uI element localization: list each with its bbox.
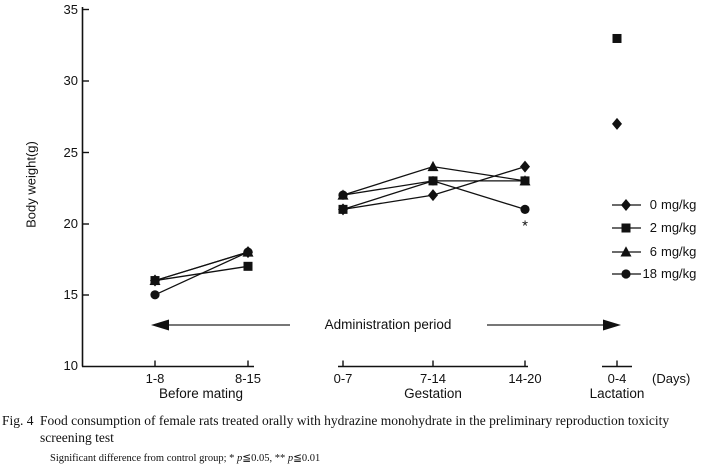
legend-dose-unit: mg/kg	[661, 244, 697, 259]
arrow-left-head-icon	[151, 319, 169, 331]
circle-marker-icon	[520, 204, 530, 214]
legend-dose-value: 18	[642, 266, 657, 281]
x-tick-label: 7-14	[419, 371, 447, 386]
x-axis-ticks	[154, 360, 618, 367]
y-tick-label: 20	[63, 216, 78, 231]
significance-footnote: Significant difference from control grou…	[50, 452, 320, 464]
figure-caption-text: Food consumption of female rats treated …	[40, 413, 670, 445]
significance-asterisk: *	[522, 217, 528, 234]
legend-diamond-icon	[621, 199, 631, 211]
circle-marker-icon	[338, 190, 348, 200]
legend-dose-unit: mg/kg	[661, 266, 697, 281]
circle-marker-icon	[150, 290, 160, 300]
legend-circle-icon	[621, 269, 631, 279]
chart-plot-area: *	[81, 7, 641, 368]
x-tick-label: 1-8	[145, 371, 165, 386]
y-axis-title: Body weight(g)	[23, 141, 39, 228]
circle-marker-icon	[243, 247, 253, 257]
arrow-right-head-icon	[603, 319, 621, 331]
legend-marker-layer	[612, 199, 641, 279]
y-tick-label: 25	[63, 145, 78, 160]
footnote-p-italic: p	[287, 453, 294, 464]
footnote-text: Significant difference from control grou…	[50, 453, 238, 464]
y-tick-label: 35	[63, 2, 78, 17]
legend-item-6mgkg: 6 mg/kg	[641, 243, 697, 261]
footnote-text: ≦0.05, **	[242, 453, 288, 464]
annotation-layer: *	[522, 217, 528, 234]
data-series-layer	[149, 33, 622, 300]
square-marker-icon	[338, 204, 348, 214]
series-line-6-mg-kg	[154, 251, 249, 282]
administration-period-label: Administration period	[324, 317, 452, 332]
phase-label-gestation: Gestation	[404, 386, 462, 401]
legend-item-2mgkg: 2 mg/kg	[641, 219, 697, 237]
square-marker-icon	[150, 276, 160, 286]
legend-item-0mgkg: 0 mg/kg	[641, 196, 697, 214]
legend-square-icon	[621, 223, 631, 233]
diamond-marker-icon	[520, 160, 530, 173]
y-tick-label: 15	[63, 287, 78, 302]
figure-caption: Fig. 4 Food consumption of female rats t…	[2, 413, 714, 446]
diamond-marker-icon	[612, 117, 622, 130]
legend-dose-value: 6	[649, 244, 657, 259]
legend-dose-value: 0	[649, 197, 657, 212]
x-tick-label: 14-20	[508, 371, 542, 386]
phase-label-before-mating: Before mating	[158, 386, 244, 401]
square-marker-icon	[428, 176, 438, 186]
y-axis-ticks	[82, 8, 89, 296]
legend-dose-value: 2	[649, 220, 657, 235]
legend-triangle-icon	[620, 246, 632, 257]
square-marker-icon	[243, 261, 253, 271]
triangle-marker-icon	[427, 160, 439, 172]
phase-label-lactation: Lactation	[589, 386, 645, 401]
figure-number: Fig. 4	[2, 413, 34, 428]
diamond-marker-icon	[428, 189, 438, 202]
legend-dose-unit: mg/kg	[661, 197, 697, 212]
x-tick-label: 0-7	[333, 371, 353, 386]
legend-item-18mgkg: 18 mg/kg	[641, 265, 697, 283]
footnote-text: ≦0.01	[293, 453, 321, 464]
square-marker-icon	[612, 33, 622, 43]
series-line-2-mg-kg	[154, 265, 249, 282]
administration-period-arrow	[151, 319, 621, 331]
series-line-0-mg-kg	[342, 166, 526, 211]
x-axis-unit-label: (Days)	[652, 371, 691, 386]
footnote-p-italic: p	[237, 453, 243, 464]
y-tick-label: 10	[63, 358, 78, 373]
x-tick-label: 8-15	[234, 371, 262, 386]
legend-dose-unit: mg/kg	[661, 220, 697, 235]
y-tick-label: 30	[63, 73, 78, 88]
x-tick-label: 0-4	[607, 371, 627, 386]
square-marker-icon	[520, 176, 530, 186]
